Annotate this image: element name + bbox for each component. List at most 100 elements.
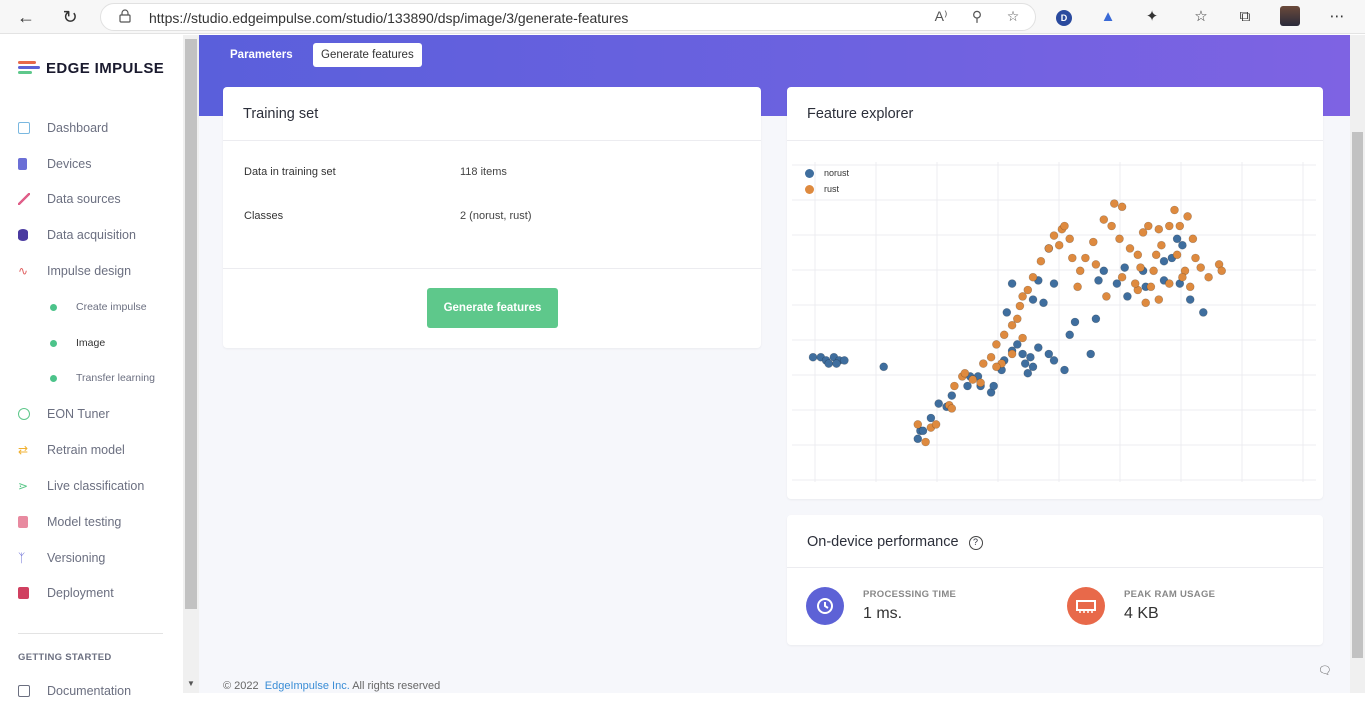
scatter-point-rust[interactable] <box>1007 349 1017 359</box>
scatter-point-rust[interactable] <box>1125 244 1135 253</box>
scatter-point-rust[interactable] <box>931 420 941 429</box>
scatter-point-rust[interactable] <box>1157 240 1166 250</box>
scatter-point-rust[interactable] <box>1044 244 1054 253</box>
scatter-point-norust[interactable] <box>808 352 818 362</box>
scatter-point-norust[interactable] <box>1123 292 1132 301</box>
sidebar-scrollbar[interactable]: ▼ <box>183 35 199 693</box>
scatter-point-norust[interactable] <box>926 413 936 423</box>
scatter-point-norust[interactable] <box>1112 279 1122 288</box>
scatter-point-rust[interactable] <box>1060 221 1069 231</box>
scatter-point-rust[interactable] <box>1081 253 1090 263</box>
scatter-point-norust[interactable] <box>947 391 957 400</box>
scatter-point-rust[interactable] <box>1036 256 1046 266</box>
main-scrollbar[interactable] <box>1350 35 1365 693</box>
scatter-point-rust[interactable] <box>947 404 957 413</box>
feature-explorer-scatter-plot[interactable] <box>792 162 1316 482</box>
favorite-add-icon[interactable]: ☆ <box>1006 8 1020 24</box>
scatter-point-rust[interactable] <box>913 420 923 429</box>
scatter-point-norust[interactable] <box>1099 266 1109 276</box>
scroll-down-arrow-icon[interactable]: ▼ <box>187 679 195 688</box>
scatter-point-rust[interactable] <box>1149 266 1158 276</box>
scatter-point-rust[interactable] <box>1178 272 1187 282</box>
scatter-point-rust[interactable] <box>1018 292 1027 301</box>
generate-features-button[interactable]: Generate features <box>427 288 558 328</box>
scatter-point-norust[interactable] <box>840 356 849 365</box>
main-scroll-thumb[interactable] <box>1352 132 1363 658</box>
scatter-point-norust[interactable] <box>1028 362 1038 372</box>
tab-generate-features[interactable]: Generate features <box>313 43 422 67</box>
scatter-point-rust[interactable] <box>1067 253 1077 263</box>
scatter-point-rust[interactable] <box>1172 250 1182 260</box>
sidebar-subitem-image[interactable]: Image <box>50 335 105 351</box>
scatter-point-norust[interactable] <box>832 359 841 368</box>
scatter-point-rust[interactable] <box>1013 314 1022 324</box>
scatter-point-norust[interactable] <box>1034 343 1043 352</box>
scatter-point-norust[interactable] <box>1002 308 1012 317</box>
collections-icon[interactable]: ⧉ <box>1239 8 1251 25</box>
company-link[interactable]: EdgeImpulse Inc. <box>264 680 350 692</box>
scatter-point-rust[interactable] <box>1151 250 1161 260</box>
scatter-point-rust[interactable] <box>1102 292 1111 301</box>
sidebar-item-versioning[interactable]: ᛉ Versioning <box>18 551 106 565</box>
sidebar-item-live-classification[interactable]: ⋗ Live classification <box>18 479 145 493</box>
profile-avatar[interactable] <box>1279 6 1301 28</box>
scatter-point-rust[interactable] <box>999 330 1009 340</box>
more-menu-icon[interactable]: ⋯ <box>1329 8 1345 25</box>
favorites-icon[interactable]: ☆ <box>1194 8 1208 25</box>
scatter-point-norust[interactable] <box>1049 279 1059 288</box>
scatter-point-rust[interactable] <box>1015 301 1025 311</box>
scatter-point-norust[interactable] <box>1172 234 1182 244</box>
scatter-point-norust[interactable] <box>934 399 943 408</box>
scatter-point-rust[interactable] <box>1141 298 1151 308</box>
scatter-point-norust[interactable] <box>1159 256 1169 266</box>
scatter-point-norust[interactable] <box>1039 298 1048 308</box>
scatter-point-rust[interactable] <box>950 381 959 391</box>
scatter-point-norust[interactable] <box>1018 349 1027 359</box>
scatter-point-rust[interactable] <box>986 352 996 362</box>
scatter-point-rust[interactable] <box>1191 253 1200 263</box>
scatter-point-norust[interactable] <box>1070 317 1080 327</box>
scatter-point-rust[interactable] <box>1091 260 1101 269</box>
extension-d-icon[interactable]: D <box>1053 6 1075 28</box>
scatter-point-rust[interactable] <box>1049 231 1059 240</box>
scatter-point-norust[interactable] <box>1091 314 1101 324</box>
sidebar-subitem-create-impulse[interactable]: Create impulse <box>50 299 147 315</box>
scatter-point-rust[interactable] <box>1154 295 1164 304</box>
legend-item-norust[interactable]: norust <box>805 165 849 181</box>
scatter-point-rust[interactable] <box>1007 320 1017 330</box>
scatter-point-norust[interactable] <box>918 426 928 436</box>
scatter-point-rust[interactable] <box>1183 212 1192 221</box>
scatter-point-rust[interactable] <box>1075 266 1085 276</box>
scatter-point-rust[interactable] <box>1204 272 1213 282</box>
scatter-point-norust[interactable] <box>1007 279 1017 288</box>
reload-icon[interactable]: ↻ <box>62 7 78 27</box>
scatter-point-norust[interactable] <box>1020 359 1030 368</box>
address-bar[interactable]: https://studio.edgeimpulse.com/studio/13… <box>100 3 1036 31</box>
scatter-point-rust[interactable] <box>1054 240 1064 250</box>
scatter-point-norust[interactable] <box>879 362 888 372</box>
scatter-point-rust[interactable] <box>921 437 930 447</box>
scatter-point-norust[interactable] <box>963 381 972 391</box>
scatter-point-rust[interactable] <box>992 362 1001 372</box>
scatter-point-norust[interactable] <box>1049 356 1059 365</box>
sidebar-item-impulse-design[interactable]: ∿ Impulse design <box>18 264 132 278</box>
back-arrow-icon[interactable]: ← <box>17 7 35 27</box>
sidebar-item-dashboard[interactable]: Dashboard <box>18 118 108 138</box>
scatter-point-rust[interactable] <box>1143 221 1153 231</box>
scatter-point-rust[interactable] <box>1107 221 1116 231</box>
scatter-point-rust[interactable] <box>979 359 988 368</box>
scatter-point-norust[interactable] <box>1028 295 1038 304</box>
read-aloud-icon[interactable]: A⁾ <box>934 8 948 24</box>
scatter-point-norust[interactable] <box>1185 295 1195 304</box>
scatter-point-rust[interactable] <box>1196 263 1206 272</box>
scatter-point-norust[interactable] <box>913 434 923 444</box>
sidebar-scroll-thumb[interactable] <box>185 39 197 609</box>
scatter-point-norust[interactable] <box>1120 263 1130 272</box>
scatter-point-rust[interactable] <box>1023 285 1033 295</box>
scatter-point-rust[interactable] <box>1088 237 1098 247</box>
legend-item-rust[interactable]: rust <box>805 181 849 197</box>
scatter-point-norust[interactable] <box>824 359 834 368</box>
scatter-point-rust[interactable] <box>1065 234 1075 244</box>
sidebar-item-data-acquisition[interactable]: Data acquisition <box>18 225 136 245</box>
chat-icon[interactable]: 🗨 <box>1318 665 1332 677</box>
